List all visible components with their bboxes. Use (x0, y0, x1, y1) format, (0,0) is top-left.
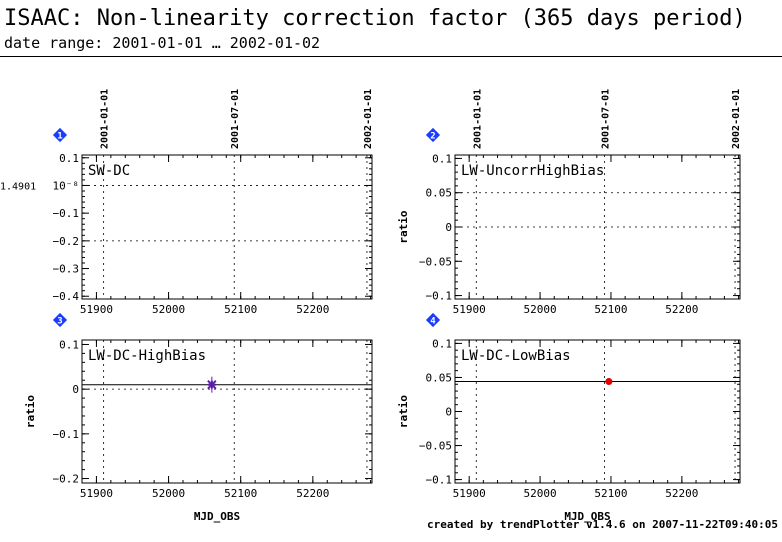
date-tick-label: 2002-01-01 (731, 89, 742, 149)
y-tick-label: −0.2 (53, 473, 80, 486)
x-tick-label: 52100 (594, 303, 627, 316)
x-tick-label: 52100 (224, 487, 257, 500)
x-axis-label: MJD_OBS (194, 510, 240, 523)
y-tick-label: 0.05 (426, 371, 453, 384)
x-tick-label: 52200 (665, 487, 698, 500)
footer-credit: created by trendPlotter v1.4.6 on 2007-1… (427, 518, 778, 531)
chart-panel-3: 3 51900 52000 52100 52200 0.1 0 −0.1 −0.2 LW-DC-H… (24, 312, 373, 523)
x-tick-label: 52200 (296, 303, 329, 316)
y-tick-label: 0.1 (59, 152, 79, 165)
y-tick-label: 0.05 (426, 187, 453, 200)
chart-panel-2: 2 51900 52000 52100 52200 0.1 0.05 0 −0.05 −0.1 20… (397, 89, 742, 316)
x-tick-label: 52100 (594, 487, 627, 500)
panel-series-label: SW-DC (88, 163, 130, 179)
chart-panel-1: 1 51900 52000 52100 52200 0.1 10⁻⁸ −0.1 −0.2 −0.3… (0, 89, 374, 316)
y-tick-label: −0.3 (53, 263, 80, 276)
panel-badge-icon (425, 312, 441, 328)
x-tick-label: 51900 (80, 303, 113, 316)
y-tick-label: 0.1 (432, 152, 452, 165)
x-axis-label: MJD_OBS (564, 510, 610, 523)
panel-badge-icon (425, 127, 441, 143)
x-tick-label: 52000 (152, 487, 185, 500)
panel-series-label: LW-DC-LowBias (461, 348, 571, 364)
y-axis-label: ratio (397, 210, 410, 243)
panel-badge-number: 3 (57, 317, 62, 327)
panel-badge-number: 2 (430, 132, 435, 142)
page-title: ISAAC: Non-linearity correction factor (… (4, 6, 746, 31)
data-point (207, 376, 217, 393)
y-tick-label: −0.1 (53, 428, 80, 441)
y-tick-label: 0.1 (59, 338, 79, 351)
panel-badge-number: 1 (57, 132, 62, 142)
plot-frame (81, 339, 373, 484)
x-tick-label: 51900 (453, 487, 486, 500)
x-tick-label: 52200 (665, 303, 698, 316)
y-tick-label: −0.2 (53, 235, 80, 248)
y-tick-label: 0 (72, 383, 79, 396)
date-tick-label: 2001-01-01 (472, 89, 483, 149)
header-divider (0, 56, 782, 57)
x-tick-label: 51900 (80, 487, 113, 500)
y-axis-label: ratio (24, 395, 37, 428)
date-tick-label: 2001-07-01 (230, 89, 241, 149)
panel-badge-icon (52, 312, 68, 328)
y-tick-label: −0.05 (419, 440, 452, 453)
x-tick-label: 52000 (524, 487, 557, 500)
y-tick-label: 0.1 (432, 337, 452, 350)
y-tick-label: 0 (445, 406, 452, 419)
y-tick-label: −0.1 (426, 474, 453, 487)
y-offset-label: 1.4901 (0, 181, 36, 192)
plot-frame (81, 154, 373, 300)
panel-series-label: LW-DC-HighBias (88, 348, 206, 364)
y-tick-label: 0 (445, 221, 452, 234)
panel-series-label: LW-UncorrHighBias (461, 163, 604, 179)
x-tick-label: 52000 (152, 303, 185, 316)
panel-badge-number: 4 (430, 317, 436, 327)
y-tick-label: −0.4 (53, 290, 80, 303)
x-tick-label: 52000 (524, 303, 557, 316)
date-tick-label: 2001-07-01 (601, 89, 612, 149)
y-tick-label: −0.1 (426, 290, 453, 303)
chart-panel-4: 4 51900 52000 52100 52200 0.1 0.05 0 −0.05 −0.1 LW… (397, 312, 741, 523)
date-range-subtitle: date range: 2001-01-01 … 2002-01-02 (4, 34, 321, 52)
x-tick-label: 52100 (224, 303, 257, 316)
y-tick-label: −0.1 (53, 207, 80, 220)
date-tick-label: 2002-01-01 (363, 89, 374, 149)
data-point (605, 378, 613, 386)
y-tick-label: −0.05 (419, 255, 452, 268)
y-tick-label: 10⁻⁸ (53, 179, 80, 192)
x-tick-label: 51900 (453, 303, 486, 316)
date-tick-label: 2001-01-01 (100, 89, 111, 149)
y-axis-label: ratio (397, 395, 410, 428)
x-tick-label: 52200 (296, 487, 329, 500)
